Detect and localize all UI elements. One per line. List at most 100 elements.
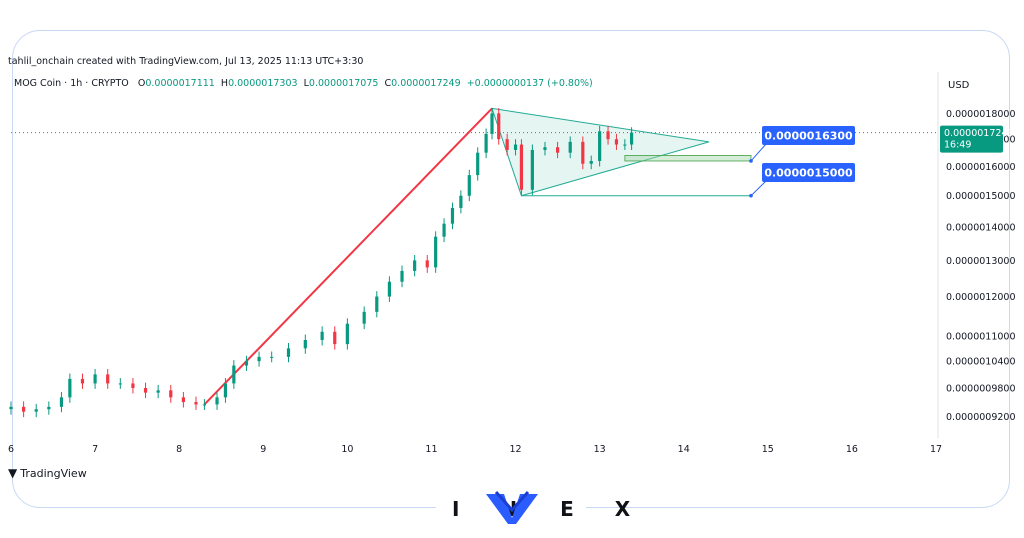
candle-body[interactable] [623, 144, 627, 146]
candle-body[interactable] [232, 365, 236, 384]
x-tick-label: 17 [930, 444, 942, 455]
y-tick-label: 0.0000011000 [946, 331, 1016, 342]
candle-body[interactable] [568, 141, 572, 153]
high-label: H [220, 78, 229, 89]
candle-body[interactable] [34, 409, 38, 412]
last-price-countdown: 16:49 [944, 140, 971, 151]
tradingview-logo-text: TradingView [20, 466, 87, 480]
y-tick-label: 0.0000012000 [946, 292, 1016, 303]
x-tick-label: 10 [341, 444, 353, 455]
candle-body[interactable] [400, 270, 404, 282]
candle-body[interactable] [47, 406, 51, 410]
candle-body[interactable] [22, 406, 26, 412]
candle-body[interactable] [181, 397, 185, 403]
target-label-leader [750, 143, 767, 162]
candle-body[interactable] [345, 323, 349, 345]
y-tick-label: 0.0000014000 [946, 222, 1016, 233]
label-layer: 0.0000016300 0.0000015000 0.000001724916:4… [750, 125, 1014, 197]
candle-body[interactable] [118, 383, 122, 385]
last-price-tag[interactable] [940, 125, 1003, 153]
candle-body[interactable] [194, 402, 198, 405]
symbol-ohlc-bar: MOG Coin · 1h · CRYPTO O0.0000017111 H 0.… [14, 78, 593, 89]
candle-body[interactable] [442, 223, 446, 237]
candle-body[interactable] [223, 383, 228, 398]
currency-label[interactable]: USD [948, 80, 970, 91]
candle-body[interactable] [490, 113, 494, 134]
candle-body[interactable] [9, 406, 13, 410]
tradingview-mark-icon: ▼ [8, 466, 17, 480]
candle-body[interactable] [459, 195, 463, 208]
candle-body[interactable] [375, 296, 379, 312]
candle-body[interactable] [68, 378, 72, 398]
x-tick-label: 16 [846, 444, 858, 455]
candle-body[interactable] [413, 260, 417, 271]
brand-backdrop [436, 492, 586, 536]
candle-body[interactable] [387, 281, 392, 297]
candle-body[interactable] [513, 144, 518, 150]
low-value: 0.0000017075 [308, 78, 379, 89]
candle-body[interactable] [156, 390, 160, 393]
candle-body[interactable] [425, 260, 429, 268]
candle-body[interactable] [131, 383, 135, 389]
candle-body[interactable] [270, 356, 274, 358]
open-value: 0.0000017111 [145, 78, 215, 89]
close-label: C [384, 78, 392, 89]
created-with-line: tahlil_onchain created with TradingView.… [8, 56, 364, 67]
x-tick-label: 7 [92, 444, 98, 455]
candle-body[interactable] [286, 348, 291, 357]
candle-body[interactable] [614, 139, 619, 145]
candle-body[interactable] [257, 356, 261, 362]
candle-body[interactable] [362, 311, 366, 324]
candle-body[interactable] [606, 131, 610, 140]
low-label: L [303, 78, 309, 89]
x-tick-label: 15 [762, 444, 774, 455]
x-tick-label: 14 [678, 444, 690, 455]
candle-body[interactable] [450, 207, 455, 224]
candle-body[interactable] [202, 404, 207, 406]
candle-body[interactable] [333, 331, 337, 345]
target-label-box[interactable] [762, 126, 855, 145]
candle-body[interactable] [93, 374, 97, 384]
candle-body[interactable] [589, 160, 593, 164]
candle-body[interactable] [581, 141, 585, 164]
candle-body[interactable] [519, 144, 524, 190]
target-zone-1[interactable] [624, 155, 752, 162]
candle-body[interactable] [303, 339, 307, 349]
candle-body[interactable] [530, 149, 534, 190]
candle-body[interactable] [244, 361, 249, 366]
y-tick-label: 0.0000016000 [946, 162, 1016, 173]
candle-body[interactable] [467, 175, 471, 196]
trendline[interactable] [203, 107, 493, 406]
tradingview-logo[interactable]: ▼ TradingView [8, 466, 87, 480]
x-tick-label: 8 [176, 444, 182, 455]
candle-body[interactable] [80, 378, 85, 384]
candle-layer [9, 107, 634, 418]
y-tick-label: 0.0000009200 [946, 412, 1016, 423]
candle-body[interactable] [169, 390, 173, 398]
candle-body[interactable] [505, 139, 509, 150]
y-tick-label: 0.0000018000 [946, 109, 1016, 120]
candle-body[interactable] [484, 133, 488, 153]
candle-body[interactable] [543, 147, 547, 150]
candle-body[interactable] [59, 397, 64, 407]
candle-body[interactable] [555, 147, 560, 153]
open-label: O [137, 78, 146, 89]
y-tick-label: 0.0000010400 [946, 357, 1016, 368]
candle-body[interactable] [476, 152, 480, 176]
candle-body[interactable] [215, 397, 219, 405]
x-tick-label: 9 [260, 444, 266, 455]
x-tick-label: 6 [8, 444, 14, 455]
close-value: 0.0000017249 [391, 78, 461, 89]
candle-body[interactable] [629, 132, 634, 145]
target-label-box[interactable] [762, 163, 855, 182]
symbol-name[interactable]: MOG Coin · 1h · CRYPTO [14, 78, 129, 89]
candle-body[interactable] [434, 236, 438, 268]
last-price-value: 0.0000017249 [944, 128, 1014, 139]
candle-body[interactable] [598, 131, 602, 161]
candle-body[interactable] [106, 374, 110, 384]
candle-body[interactable] [497, 113, 501, 140]
candle-body[interactable] [320, 331, 324, 340]
candle-body[interactable] [143, 388, 148, 393]
brand-right: E X [560, 497, 648, 521]
